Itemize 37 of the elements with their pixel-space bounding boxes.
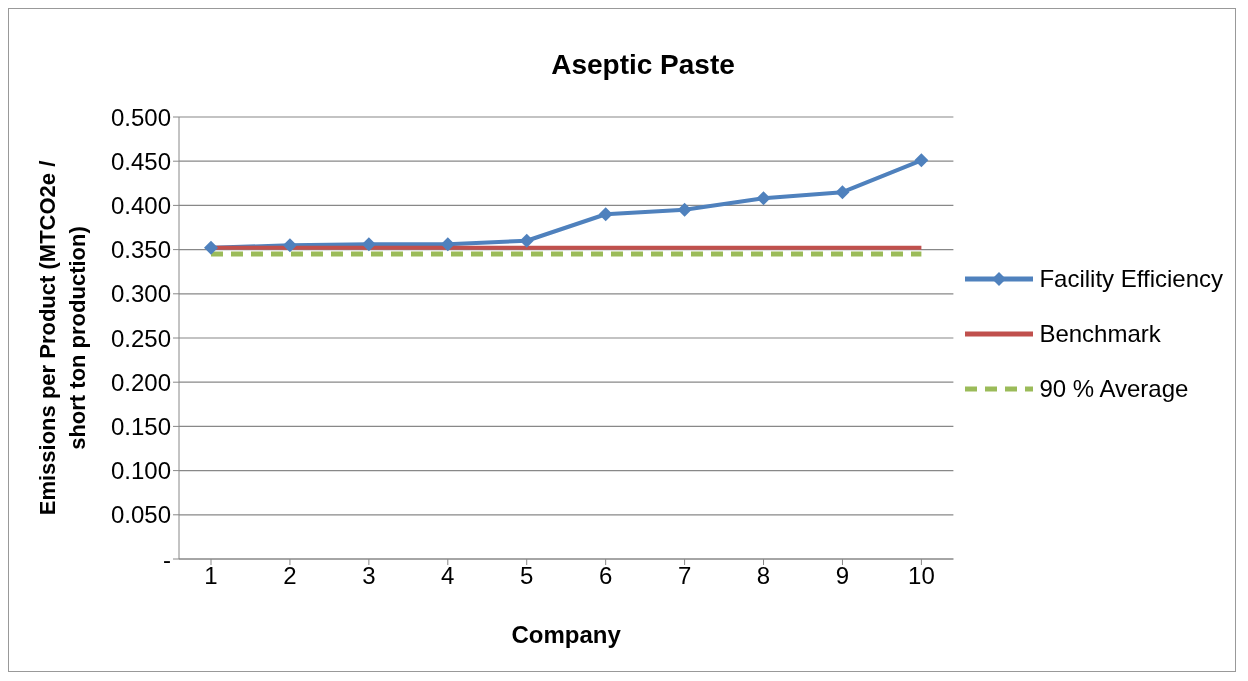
y-tick-label: 0.150	[110, 412, 171, 440]
x-axis-title: Company	[511, 621, 622, 648]
x-tick-label: 5	[520, 562, 534, 590]
y-tick-label: 0.050	[110, 501, 171, 529]
point	[756, 191, 771, 206]
point	[282, 238, 297, 253]
point	[835, 185, 850, 200]
y-tick-label: 0.500	[110, 103, 171, 131]
y-tick-label: 0.200	[110, 368, 171, 396]
y-tick-label: 0.300	[110, 280, 171, 308]
x-tick-label: 3	[362, 562, 376, 590]
y-axis-title: Emissions per Product (MTCO2e / short ton production)	[35, 160, 90, 516]
legend-label: Benchmark	[1039, 320, 1161, 348]
y-tick-label: 0.450	[110, 147, 171, 175]
x-tick-label: 7	[677, 562, 692, 590]
y-tick-label: 0.100	[110, 457, 171, 485]
x-tick-label: 10	[908, 562, 935, 590]
x-tick-label: 6	[598, 562, 613, 590]
point	[361, 237, 376, 252]
point	[914, 153, 929, 168]
x-tick-label: 8	[756, 562, 771, 590]
point	[204, 240, 218, 255]
x-tick-label: 2	[283, 562, 297, 590]
x-tick-label: 9	[835, 562, 850, 590]
x-tick-label: 4	[441, 562, 455, 590]
y-tick-label: -	[163, 545, 171, 573]
y-tick-label: 0.250	[110, 324, 171, 352]
point	[677, 202, 692, 217]
legend-label: 90 % Average	[1039, 375, 1189, 403]
y-tick-label: 0.350	[110, 236, 171, 264]
y-tick-label: 0.400	[110, 191, 171, 219]
point	[519, 233, 534, 248]
legend-label: Facility Efficiency	[1039, 265, 1223, 293]
x-tick-label: 1	[204, 562, 218, 590]
point	[598, 207, 613, 222]
chart-title: Aseptic Paste	[550, 49, 736, 81]
point	[440, 237, 455, 252]
